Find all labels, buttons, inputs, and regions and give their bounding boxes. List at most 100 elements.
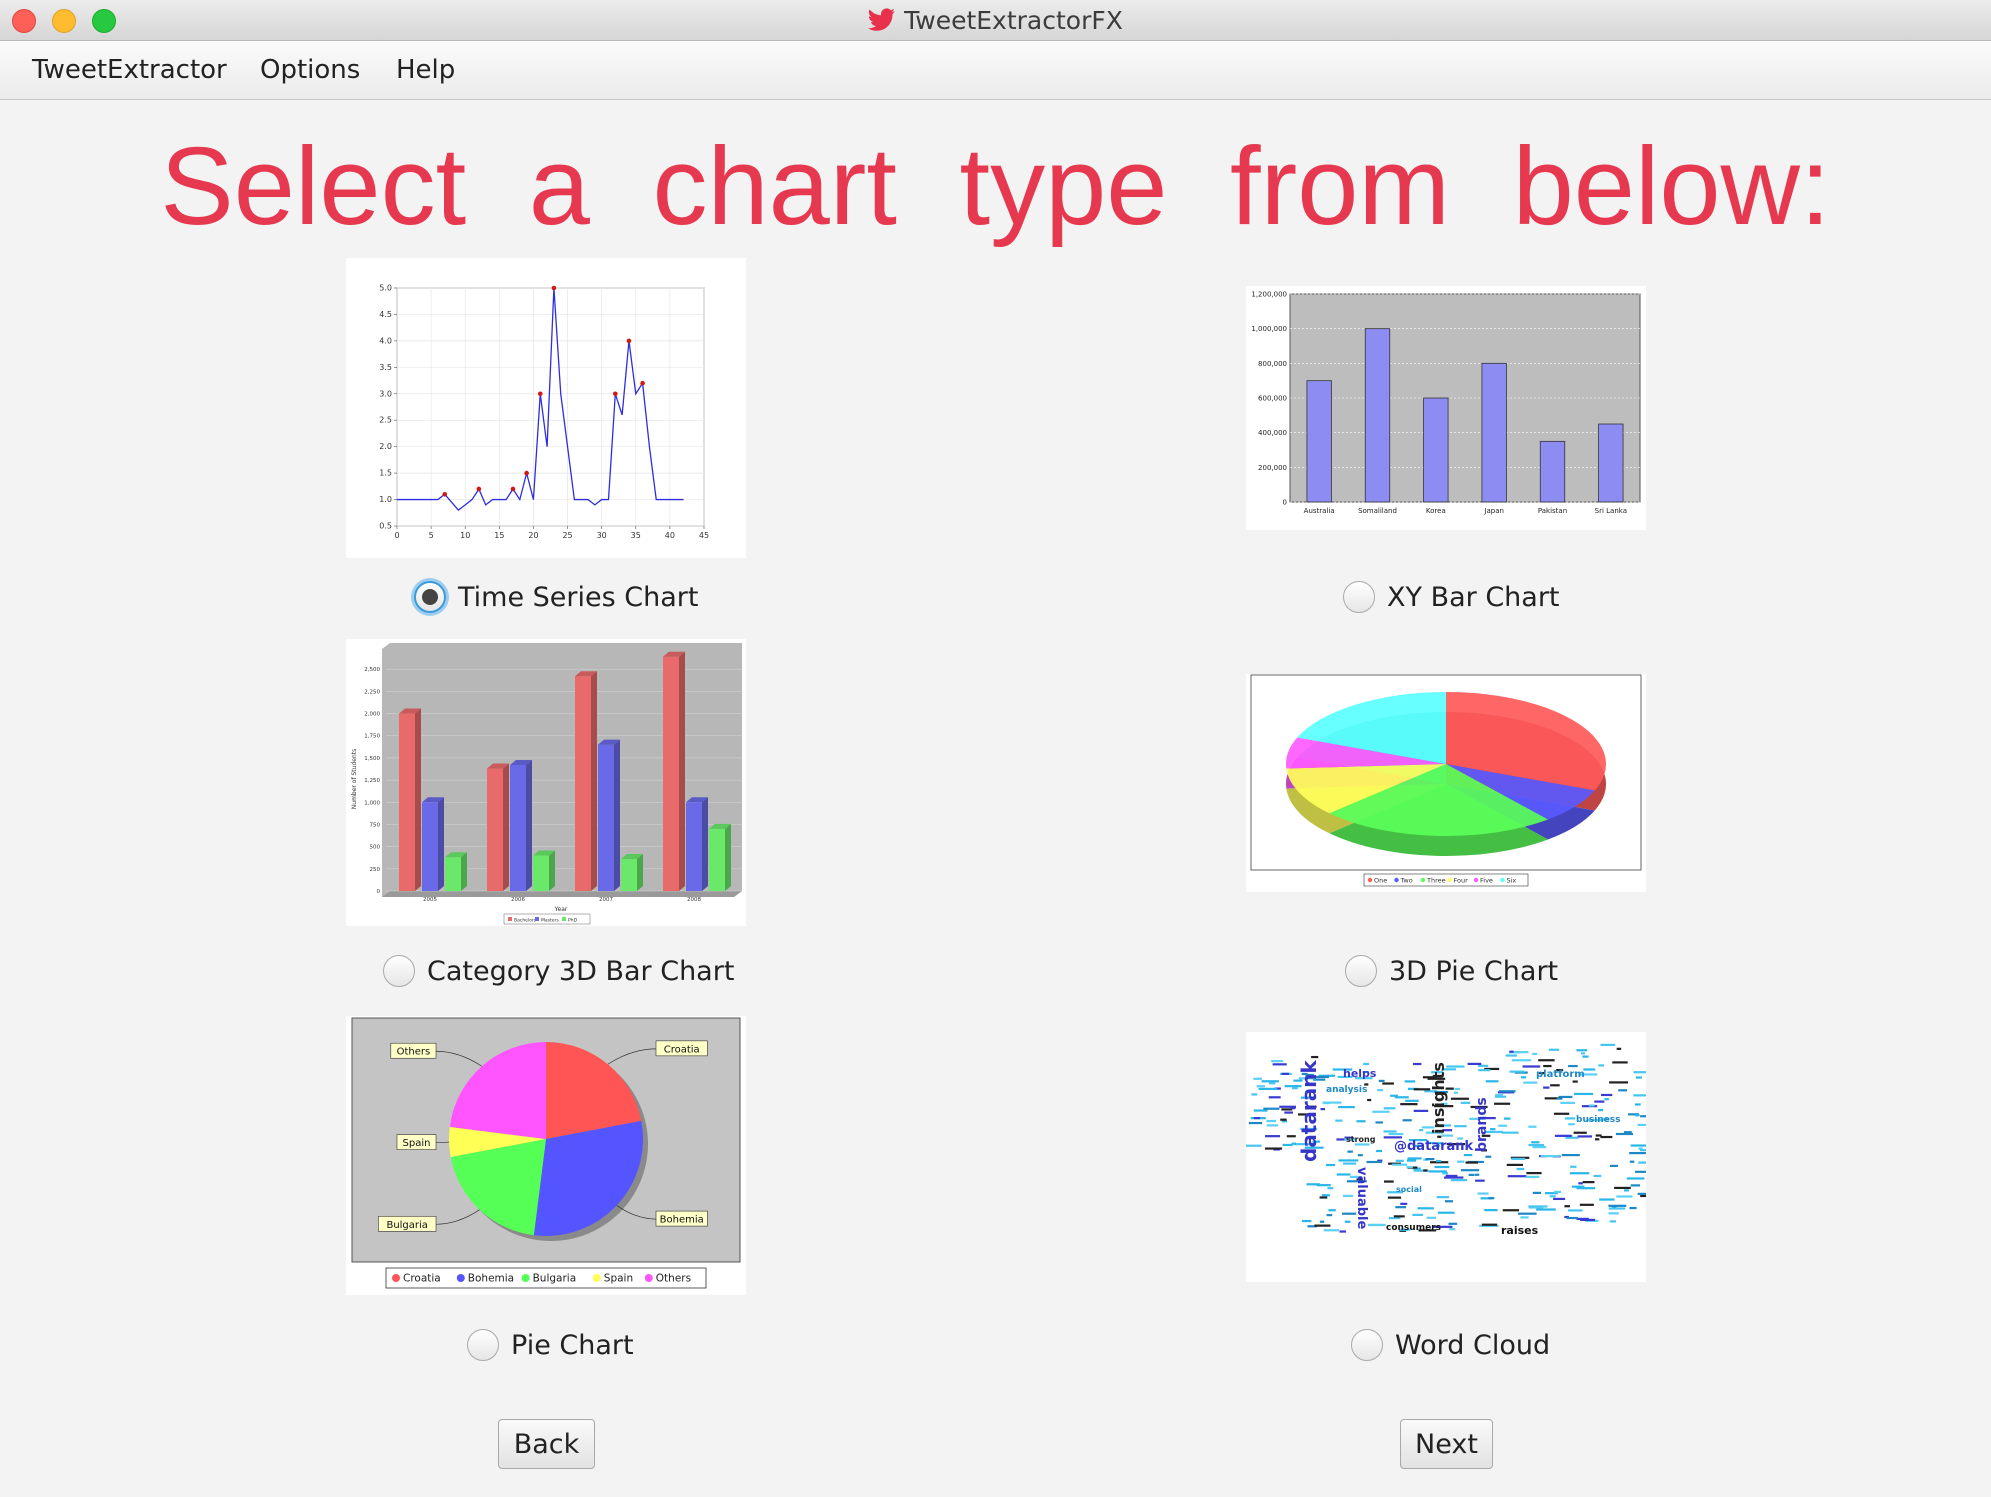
cloud-word — [1344, 1138, 1357, 1141]
bar-side — [725, 823, 731, 891]
back-button[interactable]: Back — [498, 1419, 595, 1469]
cloud-word — [1509, 1050, 1514, 1053]
cloud-word — [1327, 1187, 1334, 1190]
cloud-word — [1470, 1105, 1488, 1109]
radio-button[interactable] — [414, 581, 446, 613]
cloud-word — [1293, 1079, 1303, 1082]
cloud-word — [1294, 1143, 1314, 1146]
3d-pie-preview[interactable]: One Two Three Four Five Six — [1246, 674, 1646, 892]
x-tick-label: 2006 — [511, 897, 525, 903]
plot-area — [396, 287, 705, 527]
y-tick-label: 2.5 — [379, 416, 392, 425]
data-point — [613, 391, 618, 397]
radio-time-series-chart[interactable]: Time Series Chart — [414, 575, 698, 619]
cloud-word — [1393, 1215, 1405, 1218]
cloud-word — [1377, 1089, 1384, 1092]
category-3d-bar-preview[interactable]: 2,500 2,250 2,000 1,750 1,500 1,250 1,000 750 50… — [346, 639, 746, 926]
cloud-word — [1635, 1170, 1646, 1173]
radio-word-cloud[interactable]: Word Cloud — [1351, 1323, 1550, 1367]
menu-help[interactable]: Help — [396, 55, 456, 85]
cloud-word — [1538, 1059, 1555, 1062]
cloud-word — [1582, 1055, 1589, 1058]
pie-slice — [1446, 764, 1595, 820]
label-leader — [616, 1205, 657, 1220]
cloud-word — [1506, 1163, 1524, 1167]
cloud-word — [1544, 1097, 1562, 1100]
word-cloud-preview[interactable]: datarank insights brands @datarank valuable h… — [1246, 1032, 1646, 1282]
cloud-word — [1448, 1222, 1458, 1225]
cloud-word — [1580, 1052, 1585, 1055]
radio-button[interactable] — [1351, 1329, 1383, 1361]
cloud-word — [1568, 1064, 1578, 1068]
label-leader — [435, 1209, 480, 1225]
cloud-word: insights — [1429, 1062, 1448, 1134]
slice-label: Spain — [403, 1138, 431, 1149]
cloud-word — [1609, 1081, 1629, 1084]
radio-pie-chart[interactable]: Pie Chart — [467, 1323, 634, 1367]
cloud-word — [1422, 1076, 1435, 1079]
menu-options[interactable]: Options — [260, 55, 361, 85]
cloud-word — [1630, 1144, 1646, 1147]
radio-xy-bar-chart[interactable]: XY Bar Chart — [1343, 575, 1560, 619]
cloud-word — [1312, 1140, 1321, 1143]
cloud-word — [1306, 1183, 1320, 1186]
cloud-word — [1576, 1049, 1588, 1052]
menu-tweetextractor[interactable]: TweetExtractor — [32, 55, 227, 85]
slice-label: Bulgaria — [386, 1220, 427, 1231]
pie-slice — [546, 1042, 642, 1139]
cloud-word — [1445, 1174, 1458, 1178]
window-titlebar: TweetExtractorFX — [0, 0, 1991, 41]
cloud-word — [1395, 1206, 1407, 1209]
bar-side — [438, 797, 444, 891]
time-series-preview[interactable]: 0.5 1.0 1.5 2.0 2.5 3.0 3.5 4.0 4.5 5.0 0 5 10 15 20 2… — [346, 258, 746, 558]
radio-button[interactable] — [1343, 581, 1375, 613]
y-tick-label: 800,000 — [1258, 360, 1287, 368]
cloud-word — [1442, 1172, 1449, 1175]
cloud-word — [1600, 1135, 1613, 1139]
cloud-word — [1565, 1136, 1579, 1139]
cloud-word — [1481, 1134, 1491, 1137]
cloud-word — [1633, 1071, 1646, 1074]
x-tick-label: 0 — [394, 531, 399, 540]
y-tick-label: 600,000 — [1258, 395, 1287, 403]
cloud-word — [1434, 1165, 1450, 1169]
cloud-word — [1338, 1159, 1359, 1162]
cloud-word — [1442, 1129, 1453, 1132]
radio-category-3d-bar-chart[interactable]: Category 3D Bar Chart — [383, 949, 734, 993]
cloud-word — [1578, 1182, 1583, 1185]
radio-button[interactable] — [467, 1329, 499, 1361]
cloud-word — [1525, 1175, 1540, 1178]
cloud-word — [1339, 1230, 1347, 1233]
radio-button[interactable] — [383, 955, 415, 987]
cloud-word — [1290, 1107, 1296, 1110]
cloud-word — [1326, 1163, 1336, 1167]
cloud-word — [1569, 1172, 1590, 1175]
bar-top — [575, 671, 597, 677]
legend-box — [503, 913, 591, 925]
next-button[interactable]: Next — [1400, 1419, 1493, 1469]
pie-slice — [1286, 764, 1446, 814]
close-window-button[interactable] — [12, 9, 36, 33]
cloud-word — [1441, 1102, 1448, 1105]
xy-bar-preview[interactable]: 1,200,000 1,000,000 800,000 600,000 400,000 2… — [1246, 286, 1646, 530]
cloud-word — [1383, 1180, 1394, 1183]
minimize-window-button[interactable] — [52, 9, 76, 33]
cloud-word — [1639, 1149, 1646, 1152]
cloud-word — [1626, 1177, 1645, 1180]
data-point — [524, 470, 529, 476]
cloud-word — [1417, 1207, 1434, 1210]
cloud-word — [1291, 1142, 1296, 1145]
cloud-word — [1406, 1165, 1413, 1169]
cloud-word — [1281, 1072, 1289, 1075]
radio-button[interactable] — [1345, 955, 1377, 987]
cloud-word: datarank — [1297, 1060, 1321, 1162]
cloud-word — [1387, 1196, 1402, 1199]
cloud-word — [1594, 1138, 1600, 1141]
x-tick-label: 40 — [665, 531, 675, 540]
radio-3d-pie-chart[interactable]: 3D Pie Chart — [1345, 949, 1558, 993]
zoom-window-button[interactable] — [92, 9, 116, 33]
legend-label: Five — [1480, 877, 1493, 885]
bar-top — [445, 852, 467, 858]
pie-preview[interactable]: Croatia Bohemia Bulgaria Spain Others Croati… — [346, 1016, 746, 1295]
legend-label: Two — [1400, 877, 1413, 885]
